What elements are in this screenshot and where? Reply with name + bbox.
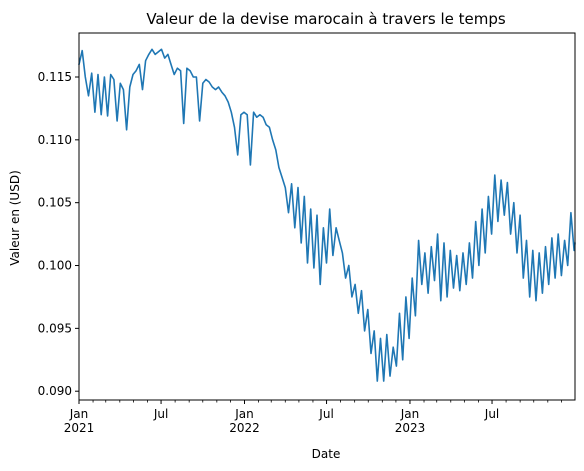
x-tick-year-label: 2023: [395, 421, 426, 435]
x-tick-label: Jul: [484, 407, 499, 421]
x-tick-label: Jan: [69, 407, 89, 421]
y-tick-label: 0.095: [38, 321, 72, 335]
y-tick-label: 0.090: [38, 384, 72, 398]
x-tick-label: Jul: [318, 407, 333, 421]
x-tick-year-label: 2022: [229, 421, 260, 435]
y-axis: 0.090 0.095 0.100 0.105 0.110 0.115: [38, 70, 79, 398]
x-tick-label: Jan: [400, 407, 420, 421]
y-tick-label: 0.115: [38, 70, 72, 84]
x-tick-label: Jan: [234, 407, 254, 421]
chart-title: Valeur de la devise marocain à travers l…: [146, 10, 506, 28]
x-tick-label: Jul: [153, 407, 168, 421]
y-tick-label: 0.110: [38, 133, 72, 147]
plot-frame: [78, 32, 576, 401]
plot-area: [78, 32, 576, 401]
y-axis-title: Valeur en (USD): [8, 170, 22, 266]
x-tick-year-label: 2021: [64, 421, 95, 435]
x-axis-title: Date: [312, 447, 341, 461]
series-line-0: [78, 48, 576, 382]
y-tick-label: 0.100: [38, 259, 72, 273]
y-tick-label: 0.105: [38, 196, 72, 210]
